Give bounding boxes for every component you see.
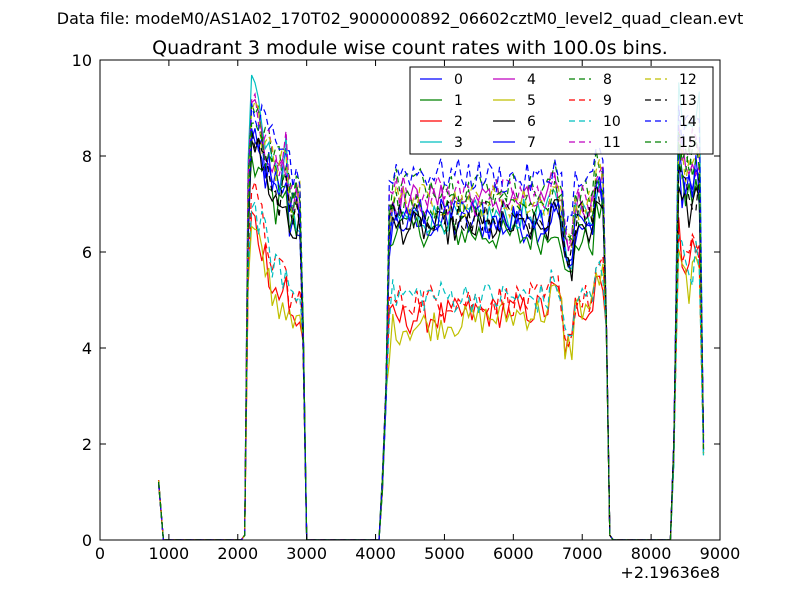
x-tick-label: 4000 [355, 544, 396, 563]
x-offset-label: +2.19636e8 [620, 563, 720, 582]
series-line-8 [158, 102, 705, 540]
series-line-6 [158, 137, 705, 540]
legend-label-6: 6 [527, 114, 536, 130]
legend-label-0: 0 [454, 72, 463, 88]
legend-label-11: 11 [603, 135, 621, 151]
x-tick-label: 7000 [562, 544, 603, 563]
series-line-15 [158, 122, 705, 540]
x-tick-label: 2000 [217, 544, 258, 563]
y-tick-label: 10 [72, 51, 92, 70]
series-line-1 [158, 156, 705, 540]
suptitle: Data file: modeM0/AS1A02_170T02_90000008… [57, 9, 743, 29]
series-line-5 [158, 225, 705, 540]
legend-label-1: 1 [454, 93, 463, 109]
legend-label-7: 7 [527, 135, 536, 151]
series-line-10 [158, 199, 705, 540]
legend-label-3: 3 [454, 135, 463, 151]
legend-label-9: 9 [603, 93, 612, 109]
legend-label-14: 14 [679, 114, 697, 130]
legend-label-2: 2 [454, 114, 463, 130]
series-line-13 [158, 129, 705, 540]
legend-label-12: 12 [679, 72, 697, 88]
y-tick-label: 2 [82, 435, 92, 454]
legend-box [409, 66, 714, 155]
series-line-7 [158, 128, 705, 540]
chart-title: Quadrant 3 module wise count rates with … [152, 37, 668, 59]
series-line-12 [158, 99, 705, 540]
series-line-11 [158, 92, 705, 540]
x-tick-label: 5000 [424, 544, 465, 563]
y-tick-label: 4 [82, 339, 92, 358]
y-tick-label: 0 [82, 531, 92, 550]
x-tick-label: 9000 [700, 544, 741, 563]
x-tick-label: 1000 [149, 544, 190, 563]
plot-area: 0 1000 2000 3000 4000 5000 6000 7000 8000 9000 0 2 4… [72, 51, 741, 563]
legend-label-8: 8 [603, 72, 612, 88]
legend-label-10: 10 [603, 114, 621, 130]
x-tick-label: 3000 [286, 544, 327, 563]
legend-label-13: 13 [679, 93, 697, 109]
x-tick-label: 6000 [493, 544, 534, 563]
legend-label-4: 4 [527, 72, 536, 88]
y-tick-label: 8 [82, 147, 92, 166]
axes-frame [99, 59, 721, 541]
legend-label-15: 15 [679, 135, 697, 151]
series-line-14 [158, 103, 705, 540]
x-tick-label: 0 [95, 544, 105, 563]
series-line-9 [158, 179, 705, 540]
series-line-2 [158, 210, 705, 540]
y-tick-label: 6 [82, 243, 92, 262]
legend-label-5: 5 [527, 93, 536, 109]
x-tick-label: 8000 [631, 544, 672, 563]
